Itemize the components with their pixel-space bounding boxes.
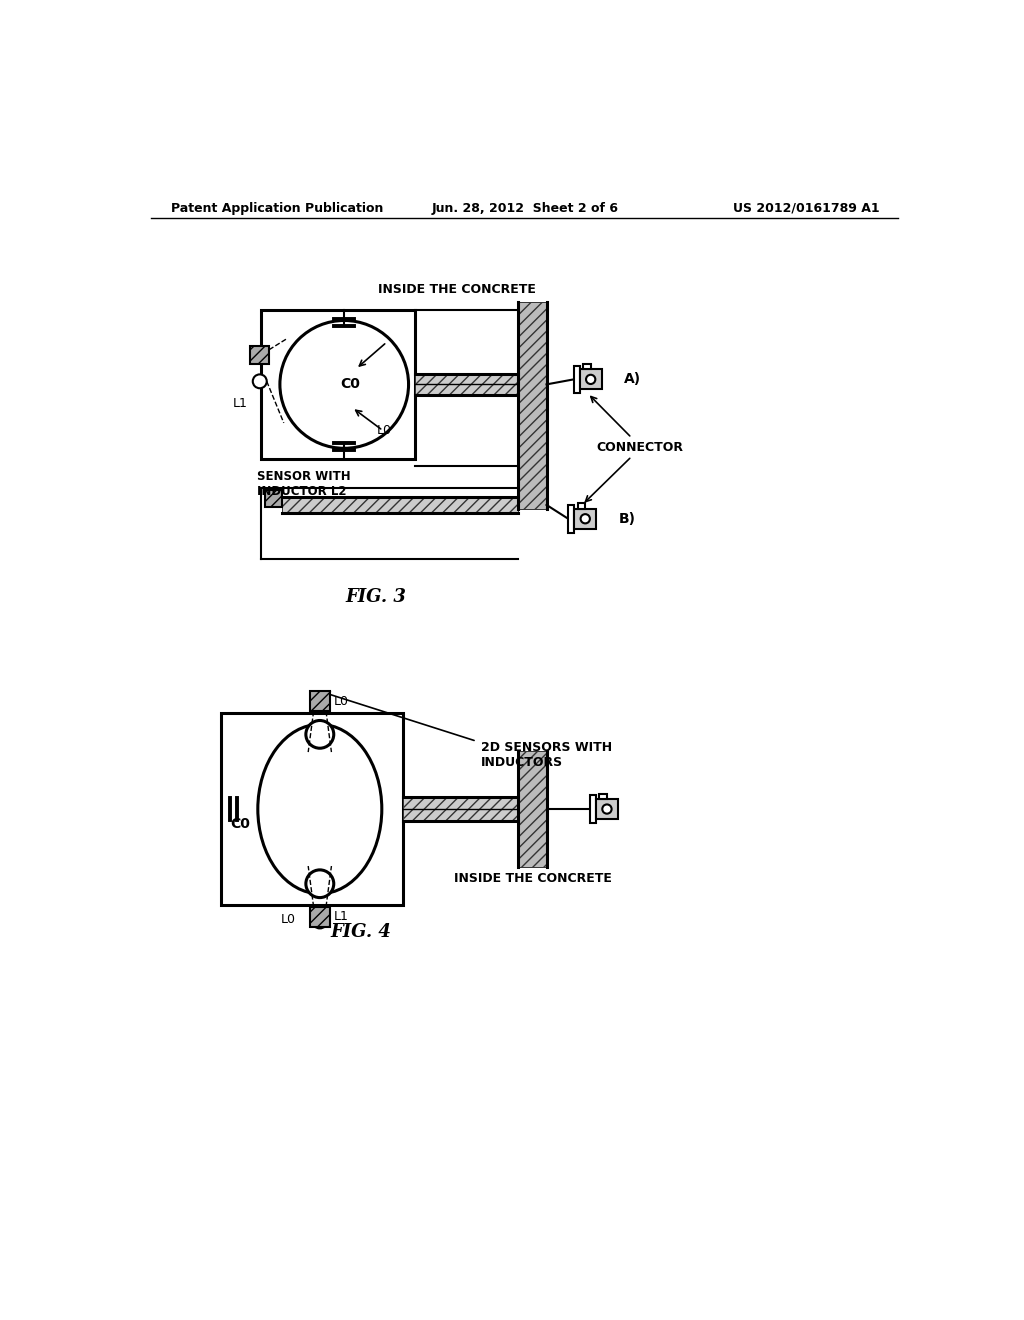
Polygon shape	[580, 370, 601, 389]
Circle shape	[586, 375, 595, 384]
Text: C0: C0	[230, 817, 250, 832]
Text: FIG. 3: FIG. 3	[345, 589, 407, 606]
Polygon shape	[309, 907, 330, 927]
Circle shape	[581, 513, 590, 524]
Circle shape	[253, 375, 266, 388]
Polygon shape	[590, 795, 596, 822]
Text: C0: C0	[341, 378, 360, 392]
Polygon shape	[261, 310, 415, 459]
Text: L0: L0	[334, 694, 349, 708]
Text: FIG. 4: FIG. 4	[330, 923, 391, 941]
Text: CONNECTOR: CONNECTOR	[596, 441, 683, 454]
Polygon shape	[221, 713, 403, 906]
Text: Jun. 28, 2012  Sheet 2 of 6: Jun. 28, 2012 Sheet 2 of 6	[431, 202, 618, 215]
Polygon shape	[403, 797, 518, 821]
Polygon shape	[596, 799, 617, 818]
Circle shape	[306, 870, 334, 898]
Polygon shape	[574, 508, 596, 529]
Polygon shape	[578, 503, 586, 508]
Text: SENSOR WITH
INDUCTOR L2: SENSOR WITH INDUCTOR L2	[257, 470, 351, 498]
Circle shape	[312, 913, 328, 928]
Text: L1: L1	[334, 911, 348, 924]
Text: L0: L0	[377, 424, 392, 437]
Polygon shape	[251, 346, 269, 364]
Polygon shape	[415, 374, 518, 395]
Text: B): B)	[618, 512, 636, 525]
Polygon shape	[309, 692, 330, 711]
Polygon shape	[518, 302, 547, 508]
Polygon shape	[583, 364, 591, 370]
Circle shape	[280, 321, 409, 449]
Polygon shape	[599, 793, 607, 799]
Polygon shape	[283, 498, 518, 512]
Text: L0: L0	[281, 912, 296, 925]
Polygon shape	[518, 751, 547, 867]
Text: INSIDE THE CONCRETE: INSIDE THE CONCRETE	[454, 871, 611, 884]
Text: INSIDE THE CONCRETE: INSIDE THE CONCRETE	[379, 282, 537, 296]
Text: 2D SENSORS WITH
INDUCTORS: 2D SENSORS WITH INDUCTORS	[480, 741, 611, 770]
Circle shape	[602, 804, 611, 813]
Polygon shape	[568, 506, 574, 533]
Text: Patent Application Publication: Patent Application Publication	[171, 202, 383, 215]
Polygon shape	[265, 490, 283, 507]
Text: L1: L1	[232, 397, 248, 411]
Text: US 2012/0161789 A1: US 2012/0161789 A1	[733, 202, 880, 215]
Polygon shape	[573, 366, 580, 393]
Circle shape	[306, 721, 334, 748]
Text: A): A)	[624, 372, 641, 387]
Ellipse shape	[258, 725, 382, 894]
